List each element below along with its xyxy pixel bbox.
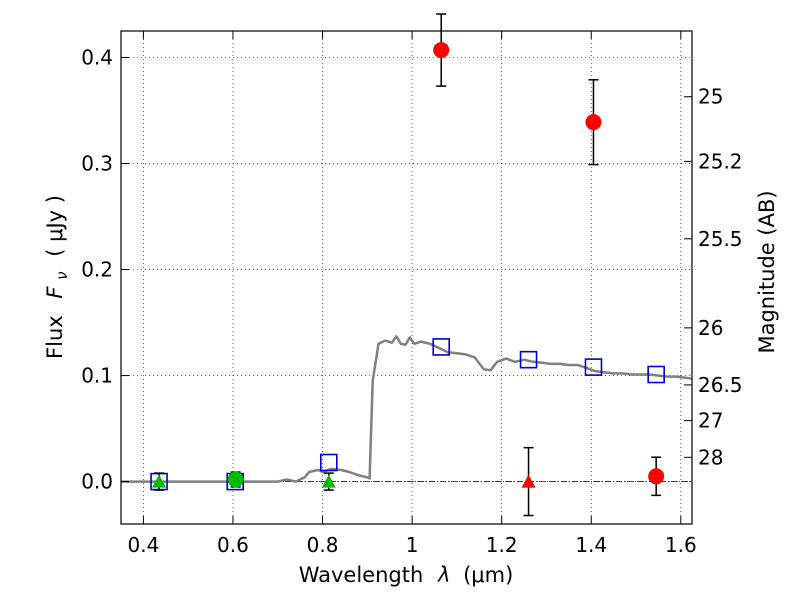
magnitude-tick-label: 26	[698, 316, 723, 340]
upper-limit-triangle	[321, 474, 336, 488]
errorbar-layer	[154, 13, 662, 517]
magnitude-tick-label: 26.5	[698, 373, 743, 397]
model-photometry-square	[519, 350, 538, 369]
detection-circle	[227, 471, 244, 488]
x-axis-label: Wavelength λ (μm)	[299, 563, 514, 587]
magnitude-tick-label: 25	[698, 85, 723, 109]
y-axis-label: Flux F ν ( μJy )	[43, 195, 72, 359]
model-photometry-square	[584, 358, 603, 376]
model-photometry-layer	[150, 338, 665, 491]
magnitude-axis-label: Magnitude (AB)	[755, 190, 779, 353]
x-axis-label-symbol: λ	[437, 563, 450, 587]
model-photometry-square	[432, 338, 451, 356]
y-tick-label: 0.2	[81, 258, 113, 282]
x-tick-label: 1	[406, 533, 419, 557]
x-tick-label: 1.4	[575, 533, 607, 557]
detection-marker-layer	[152, 42, 665, 488]
y-tick-label: 0.3	[81, 152, 113, 176]
x-tick-label: 1.2	[486, 533, 518, 557]
upper-limit-triangle	[152, 474, 167, 488]
plot-frame	[120, 30, 693, 525]
x-tick-label: 0.6	[217, 533, 249, 557]
magnitude-tick-label: 28	[698, 445, 723, 469]
upper-limit-triangle	[521, 474, 536, 488]
magnitude-tick-label: 27	[698, 409, 723, 433]
detection-circle	[648, 468, 665, 485]
y-tick-label: 0.1	[81, 364, 113, 388]
y-axis-label-unit: ( μJy )	[43, 195, 67, 257]
detection-circle	[433, 42, 450, 59]
model-sed-layer	[121, 335, 693, 483]
x-axis-ticks: 0.4 0.6 0.8 1 1.2 1.4 1.6	[127, 31, 697, 557]
magnitude-axis-ticks: 25 25.2 25.5 26 26.5 27 28	[684, 85, 743, 469]
model-photometry-square	[647, 365, 665, 384]
grid	[121, 31, 692, 524]
y-axis-label-subscript: ν	[53, 271, 71, 279]
y-tick-label: 0.4	[81, 46, 113, 70]
model-photometry-square	[319, 453, 338, 472]
x-axis-label-unit: (μm)	[463, 563, 513, 587]
y-axis-ticks: 0.0 0.1 0.2 0.3 0.4	[81, 46, 129, 494]
y-tick-label: 0.0	[81, 470, 113, 494]
y-axis-label-text: Flux	[43, 315, 67, 359]
x-tick-label: 0.4	[127, 533, 159, 557]
x-tick-label: 1.6	[665, 533, 697, 557]
x-tick-label: 0.8	[307, 533, 339, 557]
y-axis-label-symbol: F	[43, 286, 67, 299]
detection-circle	[585, 114, 602, 131]
magnitude-tick-label: 25.5	[698, 227, 743, 251]
magnitude-tick-label: 25.2	[698, 149, 743, 173]
x-axis-label-text: Wavelength	[299, 563, 424, 587]
model-sed-line	[121, 335, 693, 483]
